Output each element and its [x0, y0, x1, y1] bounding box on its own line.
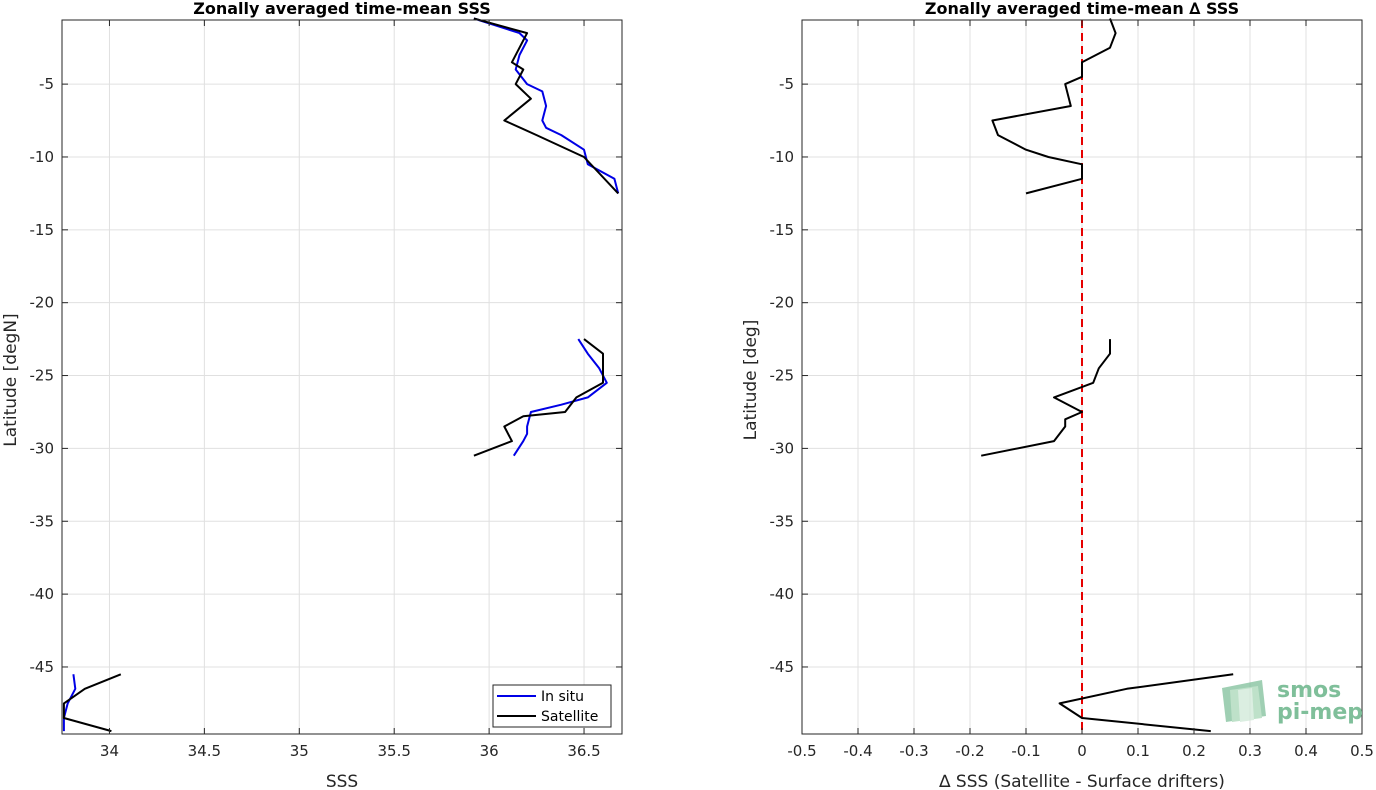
sss-legend: In situ Satellite: [492, 684, 612, 728]
y-tick-label: -10: [30, 148, 55, 166]
x-tick-label: 35.5: [378, 742, 411, 760]
delta-sss-panel: -0.5 -0.4 -0.3 -0.2 -0.1 0 0.1 0.2 0.3 0.4 0.5 -5 -1…: [741, 0, 1374, 790]
y-tick-label: -30: [770, 439, 795, 457]
series-line-0: [62, 674, 77, 732]
sss-x-label: SSS: [326, 772, 358, 790]
x-tick-label: 0.3: [1238, 742, 1262, 760]
y-tick-label: -20: [770, 294, 795, 312]
series-line-1: [473, 17, 619, 195]
delta-title: Zonally averaged time-mean ∆ SSS: [925, 0, 1239, 18]
sss-grid: [62, 20, 622, 734]
x-tick-label: 34: [100, 742, 119, 760]
x-tick-label: 0.4: [1294, 742, 1318, 760]
y-tick-label: -40: [30, 585, 55, 603]
series-line-0: [981, 339, 1111, 457]
y-tick-label: -15: [30, 221, 55, 239]
x-tick-label: -0.3: [899, 742, 928, 760]
delta-series: [981, 18, 1234, 733]
legend-label-in-situ: In situ: [541, 689, 584, 705]
x-tick-label: 0.5: [1350, 742, 1374, 760]
sss-axes-box: [61, 19, 623, 735]
sss-series: [62, 17, 620, 733]
series-line-0: [512, 338, 608, 457]
y-tick-label: -25: [770, 367, 795, 385]
y-tick-label: -25: [30, 367, 55, 385]
series-line-0: [991, 18, 1117, 195]
x-tick-label: 34.5: [188, 742, 221, 760]
x-tick-label: -0.5: [787, 742, 816, 760]
series-line-1: [473, 338, 604, 457]
legend-label-satellite: Satellite: [541, 709, 598, 725]
sss-plot-area: [62, 20, 622, 734]
x-tick-label: 35: [290, 742, 309, 760]
y-tick-label: -40: [770, 585, 795, 603]
y-tick-label: -45: [30, 658, 55, 676]
x-tick-label: 36: [480, 742, 499, 760]
sss-y-label: Latitude [degN]: [1, 313, 21, 446]
sss-ticks: 34 34.5 35 35.5 36 36.5 -5 -10 -15 -20 -25 -30 -35 -4…: [30, 20, 622, 760]
delta-x-label: ∆ SSS (Satellite - Surface drifters): [938, 772, 1225, 790]
x-tick-label: -0.4: [843, 742, 872, 760]
logo-line2: pi-mep: [1277, 700, 1363, 725]
y-tick-label: -45: [770, 658, 795, 676]
y-tick-label: -10: [770, 148, 795, 166]
y-tick-label: -30: [30, 439, 55, 457]
x-tick-label: 0.1: [1126, 742, 1150, 760]
x-tick-label: -0.1: [1011, 742, 1040, 760]
series-line-1: [62, 673, 122, 733]
y-tick-label: -5: [39, 75, 54, 93]
x-tick-label: 0: [1077, 742, 1087, 760]
x-tick-label: 36.5: [567, 742, 600, 760]
delta-ticks: -0.5 -0.4 -0.3 -0.2 -0.1 0 0.1 0.2 0.3 0.4 0.5 -5 -1…: [770, 20, 1374, 760]
logo-emblem-icon: [1222, 680, 1266, 722]
y-tick-label: -15: [770, 221, 795, 239]
y-tick-label: -20: [30, 294, 55, 312]
sss-panel: 34 34.5 35 35.5 36 36.5 -5 -10 -15 -20 -25 -30 -35 -4…: [1, 0, 623, 790]
logo-line1: smos: [1277, 678, 1341, 703]
x-tick-label: -0.2: [955, 742, 984, 760]
smos-pi-mep-logo: smos pi-mep: [1222, 678, 1363, 725]
y-tick-label: -35: [30, 512, 55, 530]
y-tick-label: -35: [770, 512, 795, 530]
y-tick-label: -5: [779, 75, 794, 93]
sss-title: Zonally averaged time-mean SSS: [193, 0, 491, 18]
x-tick-label: 0.2: [1182, 742, 1206, 760]
delta-y-label: Latitude [deg]: [741, 320, 761, 441]
legend-box: [492, 684, 612, 728]
series-line-0: [1058, 673, 1234, 733]
